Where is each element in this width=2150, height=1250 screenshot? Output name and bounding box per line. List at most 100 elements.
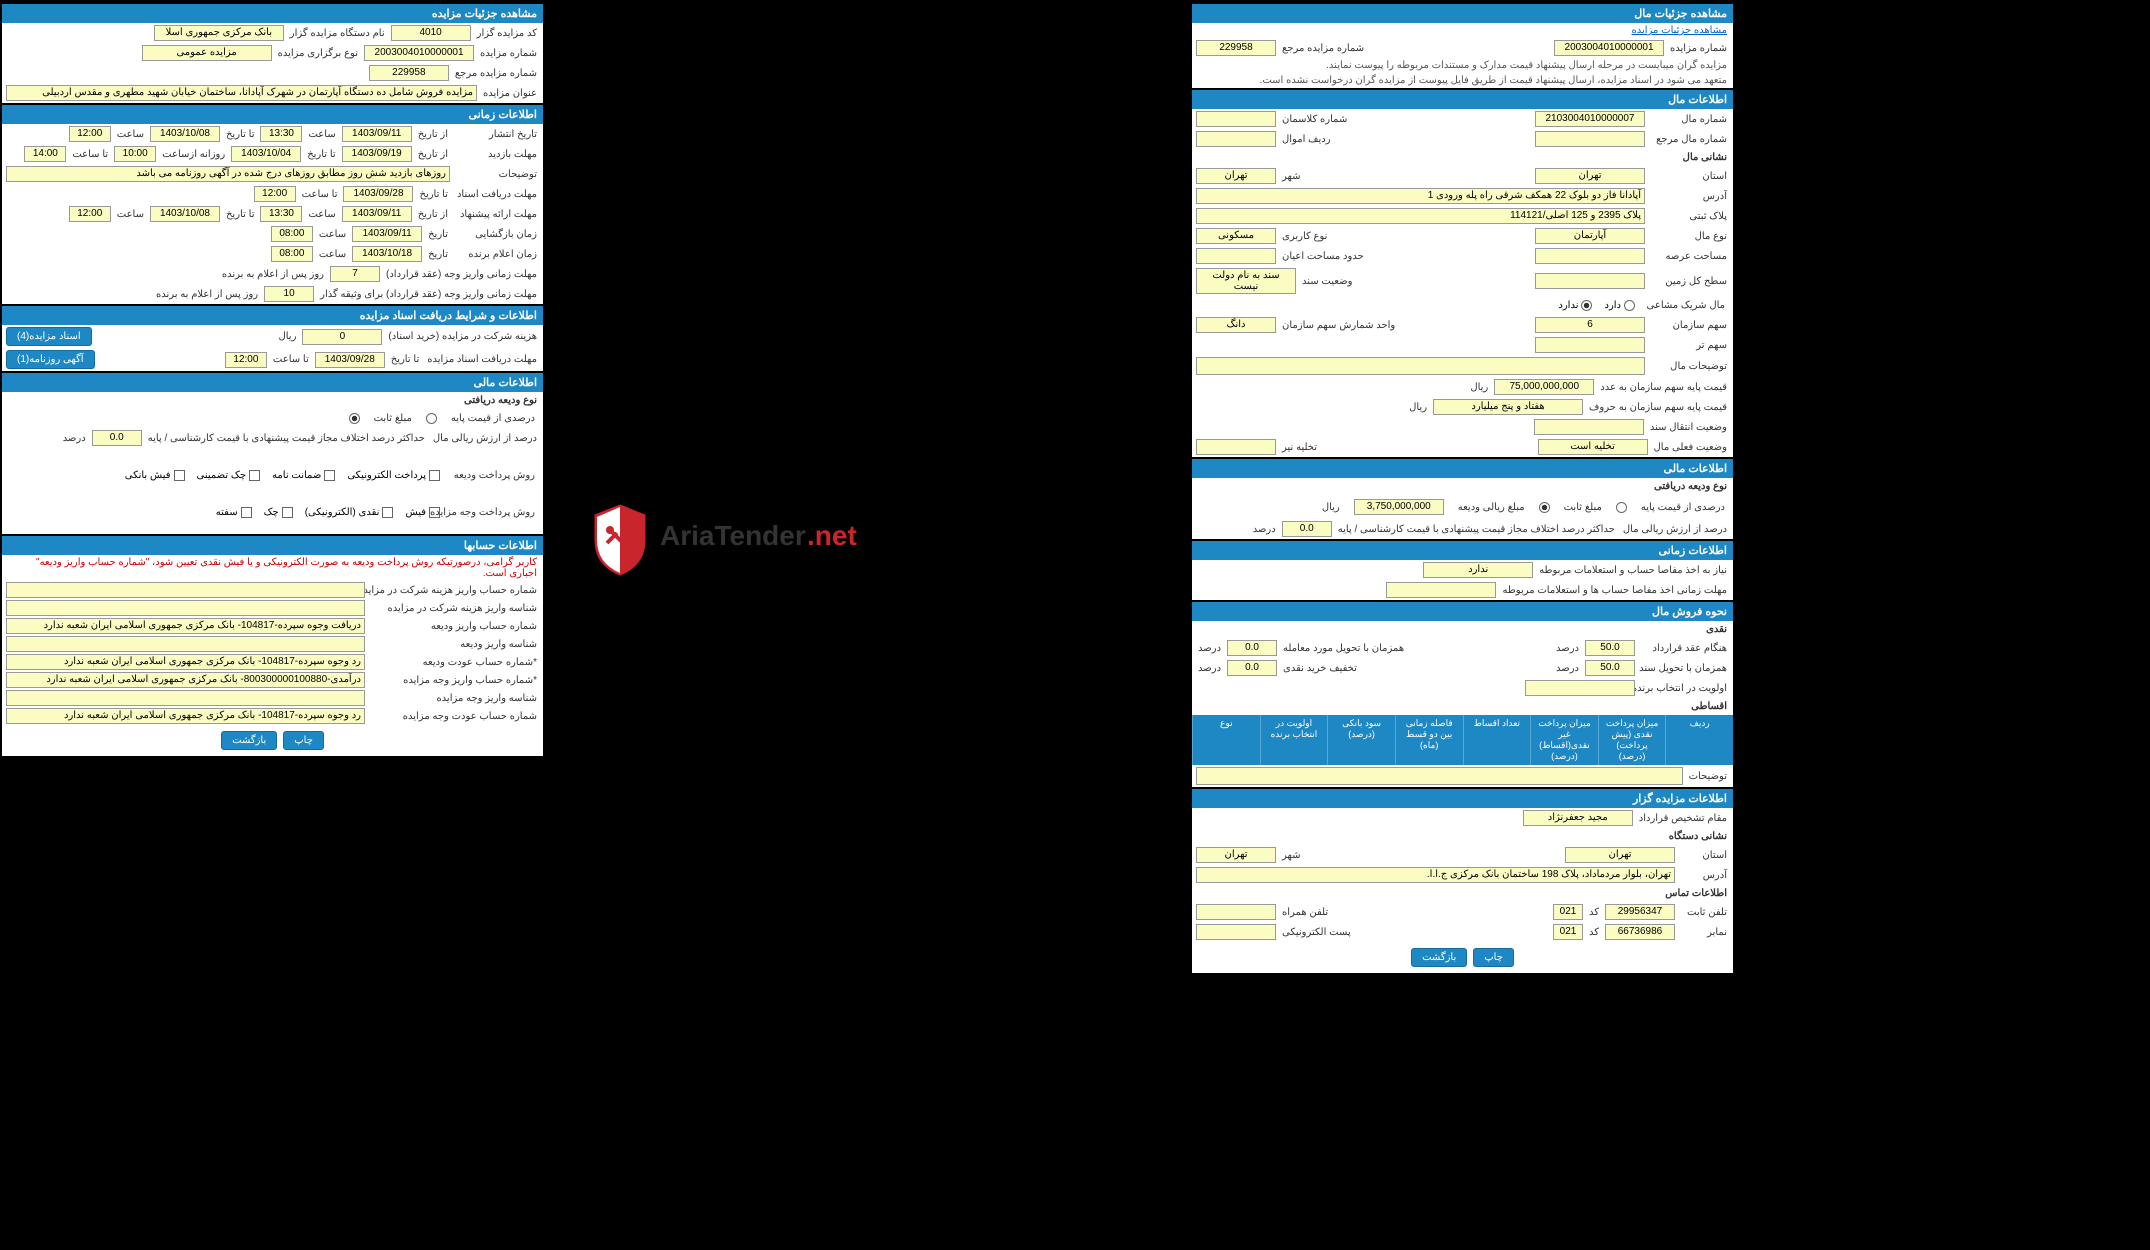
num-field: 2003004010000001 bbox=[364, 45, 474, 61]
chk-p4[interactable] bbox=[241, 507, 252, 518]
acc6: درآمدی-800300000100880- بانک مرکزی جمهور… bbox=[6, 672, 365, 688]
auction-details-panel: مشاهده جزئیات مزایده کد مزایده گزار 4010… bbox=[0, 0, 545, 975]
property-details-panel: مشاهده جزئیات مال مشاهده جزئیات مزایده ش… bbox=[1190, 0, 1735, 975]
acc4 bbox=[6, 636, 365, 652]
offer-label: مهلت ارائه پیشنهاد bbox=[454, 209, 539, 220]
note2: متعهد می شود در اسناد مزایده، ارسال پیشن… bbox=[1192, 73, 1733, 88]
o-mob bbox=[1196, 904, 1276, 920]
p-type: آپارتمان bbox=[1535, 228, 1645, 244]
dl-d: 1403/09/28 bbox=[315, 352, 385, 368]
radio-pct[interactable] bbox=[426, 413, 437, 424]
t3: 10:00 bbox=[114, 146, 156, 162]
p-area bbox=[1535, 248, 1645, 264]
header-b-fin: اطلاعات مالی bbox=[1192, 459, 1733, 478]
ref-field: 229958 bbox=[369, 65, 449, 81]
chk-p2[interactable] bbox=[382, 507, 393, 518]
pay-v: 7 bbox=[330, 266, 380, 282]
b-num: 2003004010000001 bbox=[1554, 40, 1664, 56]
o-city: تهران bbox=[1196, 847, 1276, 863]
b-amt: 3,750,000,000 bbox=[1354, 499, 1444, 515]
d2: 1403/10/08 bbox=[150, 126, 220, 142]
header-prop-info: اطلاعات مال bbox=[1192, 90, 1733, 109]
installment-table-header: ردیف میزان پرداخت نقدی (پیش پرداخت) (درص… bbox=[1192, 715, 1733, 765]
t4: 14:00 bbox=[24, 146, 66, 162]
title-label: عنوان مزایده bbox=[481, 88, 539, 99]
code-field: 4010 bbox=[391, 25, 471, 41]
cost-v: 0 bbox=[302, 329, 382, 345]
time-label: ساعت bbox=[306, 129, 337, 140]
back-button-a[interactable]: بازگشت bbox=[221, 731, 277, 750]
chk-m4[interactable] bbox=[174, 470, 185, 481]
ariatender-logo: AriaTender .net bbox=[575, 495, 915, 585]
d1: 1403/09/11 bbox=[342, 126, 412, 142]
note1: مزایده گران میبایست در مرحله ارسال پیشنه… bbox=[1192, 58, 1733, 73]
s-contract: 50.0 bbox=[1585, 640, 1635, 656]
radio-share-n[interactable] bbox=[1581, 300, 1592, 311]
p-num: 2103004010000007 bbox=[1535, 111, 1645, 127]
t6: 13:30 bbox=[260, 206, 302, 222]
d7: 1403/10/08 bbox=[150, 206, 220, 222]
t1-v: ندارد bbox=[1423, 562, 1533, 578]
acc7 bbox=[6, 690, 365, 706]
announce-label: زمان اعلام برنده bbox=[454, 249, 539, 260]
desc-label: توضیحات bbox=[454, 169, 539, 180]
t2-v bbox=[1386, 582, 1496, 598]
chk-p1[interactable] bbox=[429, 507, 440, 518]
code-label: کد مزایده گزار bbox=[475, 28, 539, 39]
open-label: زمان بازگشایی bbox=[454, 229, 539, 240]
acc2 bbox=[6, 600, 365, 616]
print-button-b[interactable]: چاپ bbox=[1473, 948, 1514, 967]
radio-b-pct[interactable] bbox=[1616, 502, 1627, 513]
deadline-label: مهلت دریافت اسناد bbox=[454, 189, 539, 200]
d5: 1403/09/28 bbox=[343, 186, 413, 202]
p-city: تهران bbox=[1196, 168, 1276, 184]
pay-label: مهلت زمانی واریز وجه (عقد قرارداد) bbox=[384, 269, 539, 280]
o-code2: 021 bbox=[1553, 924, 1583, 940]
header-auction-details: مشاهده جزئیات مزایده bbox=[2, 4, 543, 23]
docs-btn1[interactable]: اسناد مزایده(4) bbox=[6, 327, 92, 346]
back-button-b[interactable]: بازگشت bbox=[1411, 948, 1467, 967]
publish-label: تاریخ انتشار bbox=[454, 129, 539, 140]
p-pricetxt: هفتاد و پنج میلیارد bbox=[1433, 399, 1583, 415]
s-desc bbox=[1196, 767, 1683, 785]
desc-field: روزهای بازدید شش روز مطابق روزهای درج شد… bbox=[6, 166, 450, 182]
header-b-time: اطلاعات زمانی bbox=[1192, 541, 1733, 560]
s-deal: 0.0 bbox=[1227, 640, 1277, 656]
p-orgshare: 6 bbox=[1535, 317, 1645, 333]
p-doc: سند به نام دولت نیست bbox=[1196, 268, 1296, 294]
chk-m3[interactable] bbox=[249, 470, 260, 481]
p-vac bbox=[1196, 439, 1276, 455]
t1: 13:30 bbox=[260, 126, 302, 142]
b-max: 0.0 bbox=[1282, 521, 1332, 537]
view-auction-link[interactable]: مشاهده جزئیات مزایده bbox=[1192, 23, 1733, 38]
radio-b-fix[interactable] bbox=[1539, 502, 1550, 513]
p-status: تخلیه است bbox=[1538, 439, 1648, 455]
print-button-a[interactable]: چاپ bbox=[283, 731, 324, 750]
t2: 12:00 bbox=[69, 126, 111, 142]
dep-suffix: روز پس از اعلام به برنده bbox=[154, 289, 260, 300]
p-prov: تهران bbox=[1535, 168, 1645, 184]
time-label2: ساعت bbox=[115, 129, 146, 140]
type-label: نوع برگزاری مزایده bbox=[276, 48, 360, 59]
p-total bbox=[1535, 337, 1645, 353]
s-disc: 0.0 bbox=[1227, 660, 1277, 676]
o-tel: 29956347 bbox=[1605, 904, 1675, 920]
radio-fix[interactable] bbox=[349, 413, 360, 424]
max-v: 0.0 bbox=[92, 430, 142, 446]
acc8: رد وجوه سپرده-104817- بانک مرکزی جمهوری … bbox=[6, 708, 365, 724]
b-ref: 229958 bbox=[1196, 40, 1276, 56]
p-ref bbox=[1535, 131, 1645, 147]
p-row bbox=[1196, 131, 1276, 147]
docs-btn2[interactable]: آگهی روزنامه(1) bbox=[6, 350, 95, 369]
cost-label: هزینه شرکت در مزایده (خرید اسناد) bbox=[386, 331, 539, 342]
chk-m1[interactable] bbox=[429, 470, 440, 481]
chk-p3[interactable] bbox=[282, 507, 293, 518]
d6: 1403/09/11 bbox=[342, 206, 412, 222]
radio-share-y[interactable] bbox=[1624, 300, 1635, 311]
to-label: تا تاریخ bbox=[224, 129, 257, 140]
num-label: شماره مزایده bbox=[478, 48, 539, 59]
chk-m2[interactable] bbox=[324, 470, 335, 481]
s-doc: 50.0 bbox=[1585, 660, 1635, 676]
p-use: مسکونی bbox=[1196, 228, 1276, 244]
fin-type: نوع ودیعه دریافتی bbox=[2, 392, 543, 409]
